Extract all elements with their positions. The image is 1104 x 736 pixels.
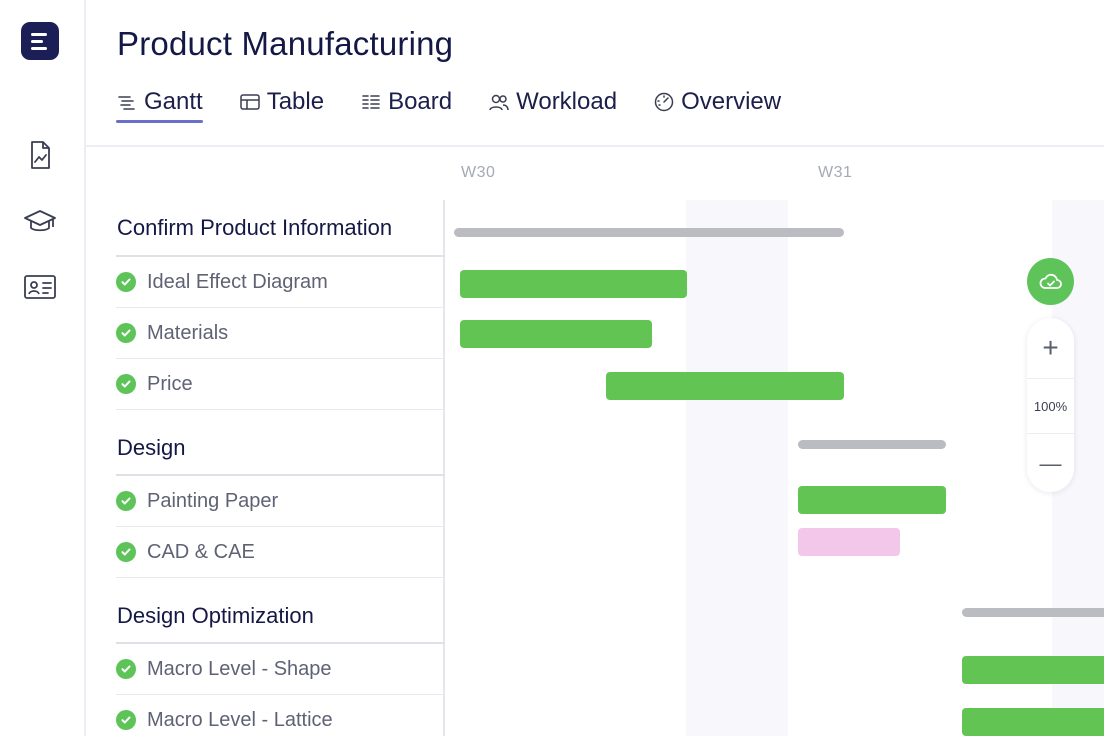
tab-label: Workload — [516, 88, 618, 115]
week-label: W30 — [461, 164, 496, 181]
zoom-out-button[interactable]: — — [1039, 451, 1062, 476]
group-divider — [116, 474, 445, 476]
task-bar[interactable] — [798, 486, 946, 514]
task-row[interactable]: Materials — [116, 308, 445, 359]
zoom-control: + 100% — — [1027, 318, 1074, 492]
page-title: Product Manufacturing — [117, 25, 454, 62]
task-label: Ideal Effect Diagram — [147, 270, 328, 293]
header-divider — [86, 145, 1104, 147]
group-summary-bar[interactable] — [962, 608, 1104, 617]
check-circle-icon — [116, 272, 136, 292]
tab-label: Overview — [681, 88, 782, 115]
tab-workload[interactable]: Workload — [488, 84, 617, 120]
view-tabs: Gantt Table Board Workload Overview — [116, 84, 817, 124]
board-icon — [362, 95, 380, 109]
task-label: Painting Paper — [147, 489, 279, 512]
task-bar[interactable] — [962, 656, 1104, 684]
tab-table[interactable]: Table — [239, 84, 324, 120]
tab-label: Gantt — [144, 88, 203, 115]
task-label: Price — [147, 372, 193, 395]
group-title[interactable]: Design Optimization — [117, 603, 314, 628]
weekend-band — [686, 200, 788, 736]
gauge-icon — [654, 92, 674, 112]
check-circle-icon — [116, 491, 136, 511]
group-divider — [116, 255, 445, 257]
check-circle-icon — [116, 542, 136, 562]
group-title[interactable]: Confirm Product Information — [117, 215, 393, 240]
task-label: Materials — [147, 321, 229, 344]
group-summary-bar[interactable] — [798, 440, 946, 449]
task-list-panel — [96, 200, 445, 736]
task-label: CAD & CAE — [147, 540, 255, 563]
task-bar[interactable] — [962, 708, 1104, 736]
tab-label: Table — [266, 88, 325, 115]
week-label: W31 — [818, 164, 853, 181]
task-row[interactable]: Price — [116, 359, 445, 410]
cloud-check-icon — [1039, 273, 1062, 289]
zoom-in-button[interactable]: + — [1042, 332, 1059, 363]
report-icon[interactable] — [22, 138, 58, 172]
check-circle-icon — [116, 659, 136, 679]
tab-gantt[interactable]: Gantt — [116, 84, 203, 123]
task-label: Macro Level - Shape — [147, 657, 332, 680]
graduation-cap-icon[interactable] — [22, 205, 58, 239]
app-logo[interactable] — [21, 22, 59, 60]
task-bar[interactable] — [460, 270, 687, 298]
users-icon — [489, 94, 509, 111]
task-bar[interactable] — [460, 320, 652, 348]
tab-overview[interactable]: Overview — [653, 84, 781, 120]
left-rail — [0, 0, 86, 736]
task-bar[interactable] — [606, 372, 844, 400]
task-row[interactable]: Painting Paper — [116, 476, 445, 527]
tab-label: Board — [388, 88, 453, 115]
task-row[interactable]: Macro Level - Shape — [116, 644, 445, 695]
group-title[interactable]: Design — [117, 435, 186, 460]
cloud-sync-button[interactable] — [1027, 258, 1074, 305]
check-circle-icon — [116, 323, 136, 343]
task-label: Macro Level - Lattice — [147, 708, 333, 731]
task-row[interactable]: Ideal Effect Diagram — [116, 257, 445, 308]
zoom-level: 100% — [1027, 378, 1074, 434]
check-circle-icon — [116, 710, 136, 730]
group-summary-bar[interactable] — [454, 228, 844, 237]
check-circle-icon — [116, 374, 136, 394]
task-row[interactable]: CAD & CAE — [116, 527, 445, 578]
table-icon — [239, 94, 260, 110]
tab-board[interactable]: Board — [360, 84, 452, 120]
task-row[interactable]: Macro Level - Lattice — [116, 695, 445, 736]
task-bar[interactable] — [798, 528, 900, 556]
id-card-icon[interactable] — [22, 270, 58, 304]
gantt-icon — [118, 96, 135, 110]
group-divider — [116, 642, 445, 644]
